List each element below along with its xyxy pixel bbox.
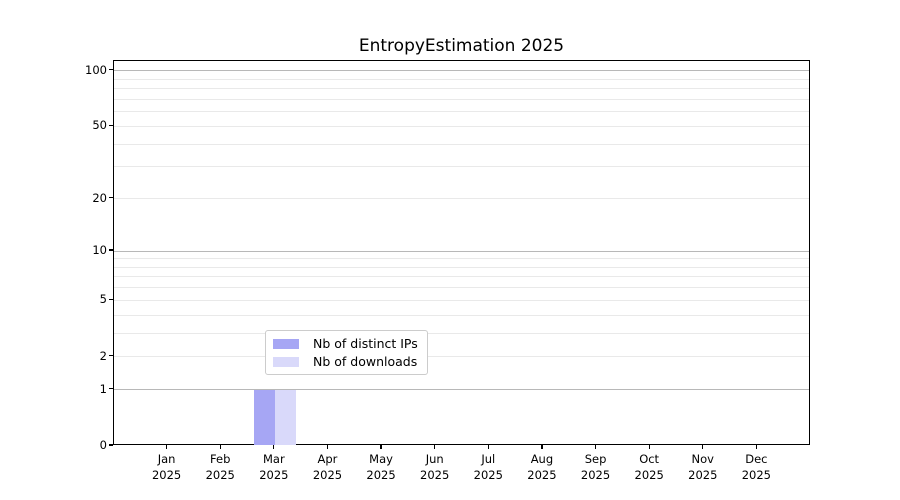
y-tick-label: 0 xyxy=(99,438,107,452)
y-tick-label: 5 xyxy=(99,292,107,307)
y-tick-label: 2 xyxy=(99,348,107,363)
y-tick-mark xyxy=(109,124,113,126)
x-tick-mark xyxy=(702,445,704,449)
x-tick-label: Jul 2025 xyxy=(473,452,503,482)
x-tick-label: Feb 2025 xyxy=(205,452,235,482)
legend-item: Nb of downloads xyxy=(273,353,418,370)
x-tick-mark xyxy=(326,445,329,449)
legend-label: Nb of distinct IPs xyxy=(313,336,418,351)
y-tick-mark xyxy=(109,355,113,357)
minor-gridline xyxy=(114,143,809,145)
x-tick-label: Apr 2025 xyxy=(312,452,343,482)
legend: Nb of distinct IPs Nb of downloads xyxy=(265,330,428,375)
x-tick-label: Oct 2025 xyxy=(634,452,664,482)
x-tick-mark xyxy=(219,445,221,449)
major-gridline xyxy=(114,389,809,391)
x-tick-mark xyxy=(541,445,543,449)
y-tick-label: 100 xyxy=(85,62,107,77)
minor-gridline xyxy=(114,111,809,113)
minor-gridline xyxy=(114,166,809,168)
bar-mar-downloads xyxy=(274,389,296,445)
minor-gridline xyxy=(114,356,809,358)
minor-gridline xyxy=(114,266,809,268)
x-tick-mark xyxy=(380,445,382,449)
x-tick-label: May 2025 xyxy=(366,452,396,482)
y-tick-mark xyxy=(109,388,113,390)
minor-gridline xyxy=(114,78,809,80)
y-tick-mark xyxy=(109,444,113,446)
x-tick-mark xyxy=(273,445,275,449)
y-tick-label: 10 xyxy=(92,243,107,258)
x-tick-label: Jun 2025 xyxy=(420,452,450,482)
minor-gridline xyxy=(114,125,809,127)
y-tick-mark xyxy=(109,69,113,71)
x-tick-label: Mar 2025 xyxy=(259,452,289,482)
x-tick-mark xyxy=(434,445,436,449)
bar-mar-distinct-ips xyxy=(253,389,275,445)
y-tick-label: 50 xyxy=(92,118,107,133)
x-tick-mark xyxy=(166,445,168,449)
x-tick-label: Nov 2025 xyxy=(688,452,718,482)
minor-gridline xyxy=(114,198,809,199)
minor-gridline xyxy=(114,332,809,334)
chart-title: EntropyEstimation 2025 xyxy=(358,36,565,56)
x-tick-label: Dec 2025 xyxy=(741,452,772,482)
minor-gridline xyxy=(114,88,809,90)
x-tick-mark xyxy=(487,445,489,449)
x-tick-mark xyxy=(755,445,757,449)
x-tick-label: Sep 2025 xyxy=(580,452,611,482)
x-tick-label: Jan 2025 xyxy=(151,452,182,482)
minor-gridline xyxy=(114,287,809,289)
minor-gridline xyxy=(114,299,809,301)
plot-area xyxy=(113,60,810,445)
legend-swatch xyxy=(273,338,299,349)
major-gridline xyxy=(114,70,809,72)
minor-gridline xyxy=(114,276,809,278)
y-tick-mark xyxy=(109,196,113,199)
legend-item: Nb of distinct IPs xyxy=(273,335,418,352)
legend-label: Nb of downloads xyxy=(313,354,418,369)
y-tick-label: 20 xyxy=(92,190,107,205)
y-tick-mark xyxy=(109,298,113,300)
y-tick-label: 1 xyxy=(99,381,107,396)
minor-gridline xyxy=(114,314,809,316)
x-tick-mark xyxy=(594,445,597,449)
minor-gridline xyxy=(114,98,809,100)
legend-swatch xyxy=(273,356,299,367)
y-tick-mark xyxy=(109,249,113,251)
major-gridline xyxy=(114,250,809,252)
x-tick-label: Aug 2025 xyxy=(527,452,557,482)
minor-gridline xyxy=(114,258,809,260)
x-tick-mark xyxy=(648,445,650,449)
